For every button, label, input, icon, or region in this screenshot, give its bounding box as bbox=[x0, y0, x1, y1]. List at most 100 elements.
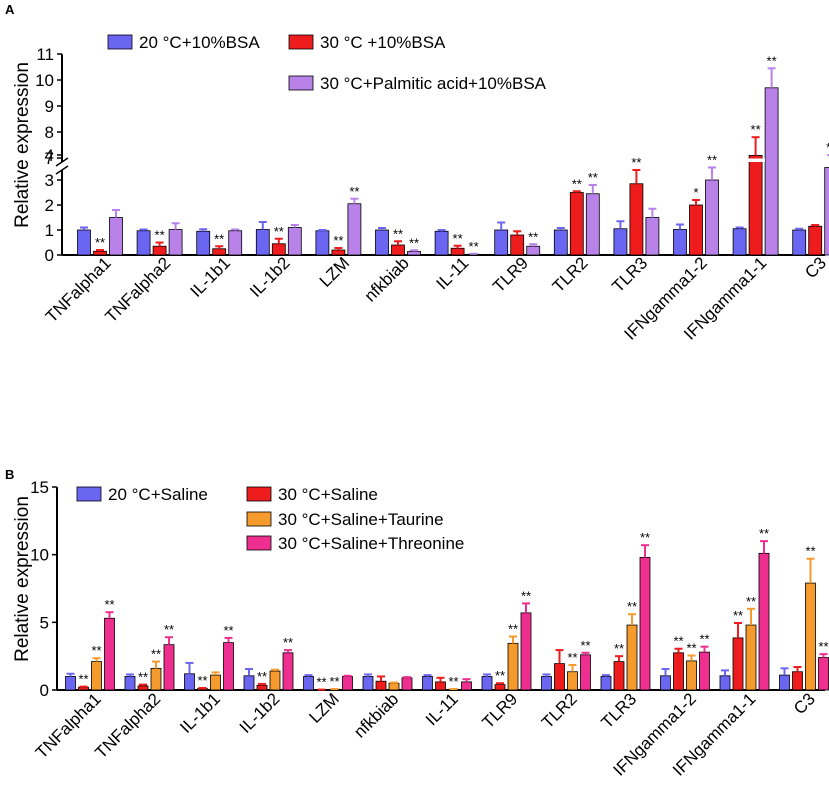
panel-a-axis-break-mark bbox=[55, 165, 69, 175]
panel-a-category-label: TLR2 bbox=[549, 253, 592, 296]
panel-b-significance-label: ** bbox=[759, 526, 769, 541]
panel-b-bar-tlr3-30-c-saline bbox=[613, 661, 625, 691]
panel-b-bar-il-11-30-c-saline-threonine bbox=[461, 681, 472, 691]
panel-b-significance-label: ** bbox=[746, 594, 756, 609]
panel-a-bar-ifngamma1-1-20-c-10-bsa bbox=[732, 228, 747, 256]
panel-b-bar-tlr9-30-c-saline-taurine bbox=[507, 642, 519, 691]
panel-b-significance-label: ** bbox=[686, 640, 696, 655]
panel-b-significance-label: ** bbox=[508, 622, 518, 637]
panel-a-ytick-label: 2 bbox=[45, 196, 54, 215]
panel-a-category-label: TNFalpha2 bbox=[102, 253, 175, 326]
panel-a-significance-label: ** bbox=[469, 239, 479, 254]
panel-b-bar-tlr9-30-c-saline-threonine bbox=[520, 612, 532, 691]
panel-b-category-label: TLR2 bbox=[538, 689, 581, 732]
panel-b-significance-label: ** bbox=[733, 608, 743, 623]
panel-a-significance-label: ** bbox=[767, 53, 777, 68]
panel-b-bar-ifngamma1-2-30-c-saline-threonine bbox=[699, 651, 710, 691]
panel-b-legend-label: 30 °C+Saline+Threonine bbox=[278, 534, 464, 553]
panel-a-bar-ifngamma1-1-30-c-palmitic-acid-10-bsa bbox=[764, 87, 779, 256]
panel-b-bar-ifngamma1-1-30-c-saline bbox=[732, 637, 744, 691]
panel-a-bar-tnfalpha2-20-c-10-bsa bbox=[136, 230, 151, 256]
panel-b-significance-label: ** bbox=[138, 670, 148, 685]
panel-b-bar-tlr2-30-c-saline-threonine bbox=[580, 654, 591, 691]
panel-a-legend-label: 30 °C+Palmitic acid+10%BSA bbox=[320, 74, 547, 93]
panel-b-bar-il-1b2-30-c-saline bbox=[256, 684, 268, 691]
panel-b-significance-label: ** bbox=[699, 632, 709, 647]
panel-b-ylabel: Relative expression bbox=[12, 496, 33, 662]
panel-a-ytick-label: 8 bbox=[45, 123, 54, 142]
panel-b-bar-tnfalpha1-30-c-saline-threonine bbox=[104, 617, 115, 691]
panel-b: B Relative expression ******************… bbox=[5, 467, 829, 780]
panel-b-significance-label: ** bbox=[640, 530, 650, 545]
panel-a-category-label: LZM bbox=[316, 253, 353, 290]
panel-a-bar-tlr3-20-c-10-bsa bbox=[613, 228, 628, 256]
panel-a-category-label: TLR3 bbox=[608, 253, 651, 296]
panel-b-significance-label: ** bbox=[164, 622, 174, 637]
panel-a-bar-tlr9-30-c-palmitic-acid-10-bsa bbox=[526, 245, 541, 256]
panel-b-bar-il-1b2-20-c-saline bbox=[243, 675, 255, 691]
panel-b-bar-il-11-20-c-saline bbox=[422, 676, 433, 691]
panel-b-bar-ifngamma1-2-30-c-saline bbox=[673, 652, 684, 691]
panel-a-bar-tlr2-30-c-palmitic-acid-10-bsa bbox=[585, 193, 600, 256]
panel-a-bar-ifngamma1-2-20-c-10-bsa bbox=[673, 229, 687, 256]
panel-a-significance-label: * bbox=[693, 185, 698, 200]
panel-b-bar-tnfalpha2-30-c-saline bbox=[137, 685, 149, 691]
panel-b-ytick-label: 15 bbox=[30, 478, 49, 497]
panel-a-ytick-label: 10 bbox=[35, 71, 54, 90]
panel-a-category-label: IL-1b2 bbox=[246, 253, 294, 301]
panel-b-bar-ifngamma1-1-20-c-saline bbox=[719, 675, 731, 691]
panel-b-category-label: TNFalpha2 bbox=[91, 689, 164, 762]
panel-b-legend-label: 30 °C+Saline bbox=[278, 485, 378, 504]
panel-a-significance-label: ** bbox=[528, 229, 538, 244]
panel-a-bar-tlr3-30-c-10-bsa bbox=[629, 183, 644, 256]
panel-b-bar-il-1b2-30-c-saline-threonine bbox=[282, 652, 294, 691]
panel-b-significance-label: ** bbox=[627, 599, 637, 614]
panel-b-bar-tlr3-30-c-saline-threonine bbox=[639, 556, 651, 691]
panel-a-significance-label: ** bbox=[409, 235, 419, 250]
panel-a-bar-tlr2-30-c-10-bsa bbox=[569, 192, 584, 256]
panel-b-bar-tlr2-20-c-saline bbox=[541, 676, 552, 691]
panel-b-legend-label: 20 °C+Saline bbox=[108, 485, 208, 504]
panel-a-bar-il-1b2-20-c-10-bsa bbox=[255, 229, 270, 256]
panel-b-significance-label: ** bbox=[78, 672, 88, 687]
panel-b-bar-c3-30-c-saline-threonine bbox=[818, 657, 829, 691]
panel-b-bar-tlr2-30-c-saline bbox=[554, 663, 565, 691]
panel-b-legend-swatch bbox=[76, 486, 102, 502]
panel-b-bar-il-1b1-30-c-saline-threonine bbox=[223, 642, 234, 691]
panel-a-bar-ifngamma1-2-30-c-palmitic-acid-10-bsa bbox=[705, 179, 719, 256]
panel-b-significance-label: ** bbox=[283, 635, 293, 650]
panel-b-bar-nfkbiab-20-c-saline bbox=[362, 676, 374, 691]
panel-a-ytick-label: 3 bbox=[45, 171, 54, 190]
panel-a-letter: A bbox=[5, 2, 15, 17]
panel-b-significance-label: ** bbox=[567, 650, 577, 665]
panel-a-bar-tlr2-20-c-10-bsa bbox=[553, 229, 568, 256]
panel-a-significance-label: ** bbox=[214, 231, 224, 246]
panel-b-legend-swatch bbox=[246, 511, 272, 527]
panel-a-bar-c3-30-c-10-bsa bbox=[808, 225, 823, 256]
panel-a-bar-il-1b1-20-c-10-bsa bbox=[196, 230, 211, 256]
panel-b-significance-label: ** bbox=[614, 641, 624, 656]
panel-a-significance-label: ** bbox=[751, 122, 761, 137]
panel-a-bar-tlr9-30-c-10-bsa bbox=[510, 234, 525, 256]
panel-b-significance-label: ** bbox=[197, 673, 207, 688]
panel-a-category-label: TLR9 bbox=[489, 253, 532, 296]
panel-b-bar-ifngamma1-1-30-c-saline-taurine bbox=[745, 624, 757, 691]
panel-a-significance-label: ** bbox=[631, 155, 641, 170]
panel-a-category-label: nfkbiab bbox=[361, 253, 413, 305]
panel-a-bar-tlr3-30-c-palmitic-acid-10-bsa bbox=[645, 217, 660, 256]
panel-a: A Relative expression ** ** ** ********** **… bbox=[5, 2, 829, 344]
panel-a-ytick-label: 9 bbox=[45, 97, 54, 116]
panel-a-bar-il-11-20-c-10-bsa bbox=[434, 230, 449, 256]
panel-a-category-label: IL-1b1 bbox=[187, 253, 235, 301]
panel-a-ytick-label: 11 bbox=[36, 45, 54, 64]
panel-b-bar-lzm-20-c-saline bbox=[303, 676, 314, 691]
panel-b-category-label: IL-1b2 bbox=[236, 689, 284, 737]
panel-b-legend-label: 30 °C+Saline+Taurine bbox=[278, 510, 444, 529]
panel-a-bar-tnfalpha2-30-c-palmitic-acid-10-bsa bbox=[168, 229, 183, 256]
panel-b-significance-label: ** bbox=[673, 634, 683, 649]
panel-a-legend-swatch bbox=[107, 34, 133, 50]
panel-b-significance-label: ** bbox=[495, 668, 505, 683]
panel-b-bar-ifngamma1-2-20-c-saline bbox=[660, 675, 671, 691]
panel-a-ylabel: Relative expression bbox=[12, 62, 33, 228]
